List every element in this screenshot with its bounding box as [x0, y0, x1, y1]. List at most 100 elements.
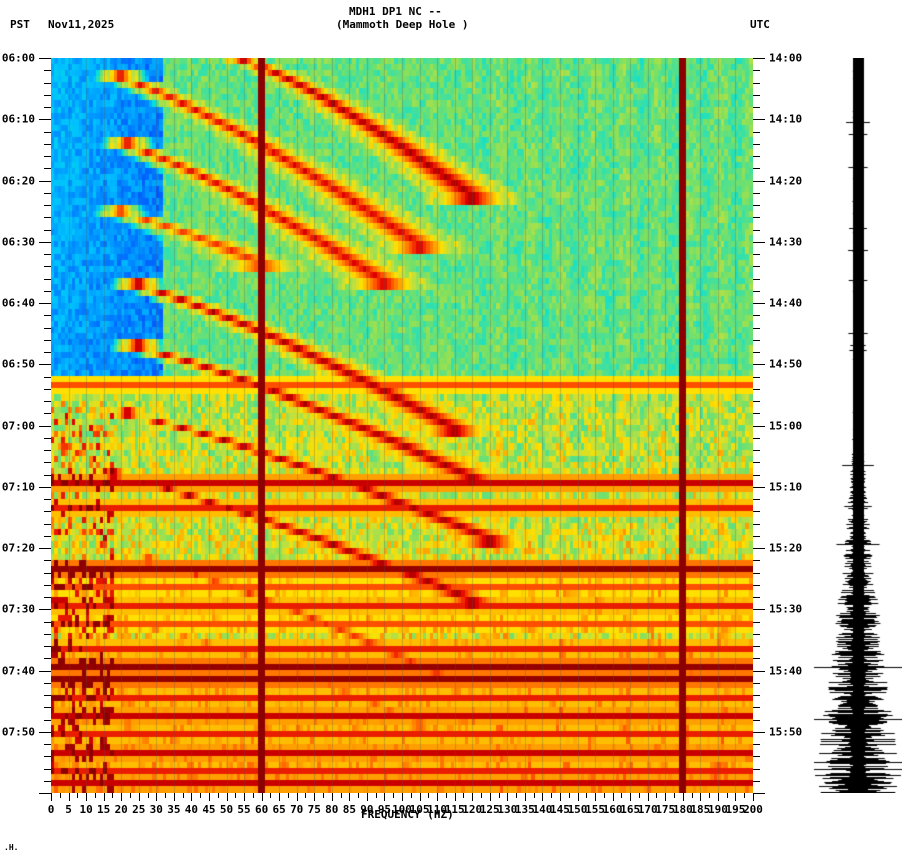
time-label-utc: 15:20: [769, 541, 803, 555]
time-tick-minor: [44, 462, 51, 464]
time-tick-minor: [44, 646, 51, 647]
time-tick-minor: [753, 70, 760, 72]
time-tick-minor: [753, 352, 760, 353]
freq-label: 160: [602, 803, 623, 816]
time-label-pst: 06:00: [1, 51, 35, 65]
freq-tick-minor: [252, 793, 254, 798]
freq-label: 85: [342, 803, 356, 816]
freq-tick-major: [630, 793, 632, 801]
time-tick-minor: [44, 450, 51, 451]
time-tick-minor: [44, 780, 51, 782]
time-label-utc: 14:40: [769, 296, 803, 310]
header-station-code: MDH1 DP1 NC --: [349, 5, 442, 18]
time-tick-minor: [753, 143, 760, 145]
time-tick-minor: [753, 682, 760, 684]
time-tick-minor: [44, 474, 51, 476]
time-tick-minor: [753, 192, 760, 194]
time-tick-major: [39, 609, 51, 611]
time-tick-minor: [753, 376, 760, 378]
time-label-utc: 14:20: [769, 174, 803, 187]
freq-tick-major: [261, 793, 263, 801]
freq-tick-major: [472, 793, 474, 801]
seismogram-trace: [812, 58, 902, 793]
freq-tick-major: [507, 793, 509, 801]
time-tick-minor: [44, 254, 51, 255]
freq-label: 110: [427, 803, 448, 816]
time-tick-minor: [44, 82, 51, 84]
time-tick-major: [753, 486, 765, 488]
frequency-axis: 0 5 10 15 20 25 30 35 40 45 50 55 60 65 70 75 80 85 90 95 10…: [48, 793, 763, 833]
freq-label: 50: [219, 803, 234, 816]
freq-tick-major: [524, 793, 526, 801]
time-tick-major: [753, 425, 765, 427]
freq-tick-major: [682, 793, 684, 801]
time-tick-minor: [44, 756, 51, 758]
freq-label: 55: [237, 803, 251, 816]
time-tick-major: [39, 425, 51, 427]
time-tick-minor: [753, 474, 760, 476]
time-tick-major: [753, 548, 765, 549]
freq-tick-minor: [182, 793, 184, 798]
freq-tick-minor: [200, 793, 202, 798]
freq-label: 120: [462, 803, 483, 816]
freq-label: 10: [79, 803, 93, 816]
freq-tick-major: [612, 793, 614, 801]
freq-tick-major: [349, 793, 351, 801]
freq-label: 65: [272, 803, 286, 816]
time-tick-minor: [44, 352, 51, 353]
time-tick-minor: [44, 143, 51, 145]
freq-label: 100: [392, 803, 412, 816]
time-tick-minor: [753, 327, 760, 329]
time-tick-major: [753, 364, 765, 366]
time-label-pst: 06:20: [1, 174, 35, 187]
time-tick-minor: [753, 131, 760, 133]
freq-label: 25: [132, 803, 146, 816]
time-label-pst: 06:50: [1, 357, 35, 371]
freq-tick-major: [191, 793, 193, 801]
time-tick-minor: [44, 523, 51, 525]
freq-tick-minor: [59, 793, 61, 798]
time-tick-minor: [753, 511, 760, 513]
time-tick-minor: [753, 658, 760, 660]
freq-label: 90: [360, 803, 374, 816]
freq-tick-minor: [480, 793, 482, 798]
freq-tick-major: [454, 793, 456, 801]
time-tick-major: [753, 670, 765, 672]
time-label-utc: 14:00: [769, 51, 803, 65]
time-label-utc: 14:30: [769, 235, 803, 249]
time-tick-minor: [753, 560, 760, 562]
spectrogram-plot[interactable]: [51, 58, 753, 793]
freq-tick-major: [296, 793, 298, 801]
header-date: Nov11,2025: [48, 18, 115, 31]
freq-label: 95: [377, 803, 392, 816]
time-tick-major: [39, 364, 51, 366]
time-tick-minor: [44, 107, 51, 108]
frequency-axis-title: FREQUENCY (HZ): [361, 808, 454, 821]
freq-tick-major: [103, 793, 105, 801]
time-label-pst: 06:40: [1, 296, 35, 310]
time-tick-major: [753, 119, 765, 121]
time-label-utc: 14:50: [769, 357, 803, 371]
freq-label: 20: [114, 803, 128, 816]
freq-tick-minor: [445, 793, 447, 798]
time-tick-minor: [44, 278, 51, 280]
time-tick-minor: [44, 707, 51, 709]
time-tick-minor: [44, 168, 51, 170]
time-tick-major: [753, 58, 765, 59]
freq-tick-minor: [638, 793, 640, 798]
freq-tick-major: [700, 793, 702, 801]
seismogram-waveform: [812, 58, 902, 793]
time-tick-major: [39, 548, 51, 549]
freq-label: 115: [444, 803, 465, 816]
freq-tick-minor: [410, 793, 412, 798]
time-tick-minor: [753, 413, 760, 415]
time-tick-minor: [753, 278, 760, 280]
time-tick-minor: [44, 229, 51, 231]
time-tick-minor: [753, 107, 760, 108]
time-tick-minor: [753, 229, 760, 231]
time-tick-minor: [753, 462, 760, 464]
time-tick-minor: [753, 572, 760, 574]
time-tick-minor: [753, 401, 760, 402]
freq-tick-minor: [463, 793, 465, 798]
time-label-pst: 07:00: [1, 419, 35, 432]
